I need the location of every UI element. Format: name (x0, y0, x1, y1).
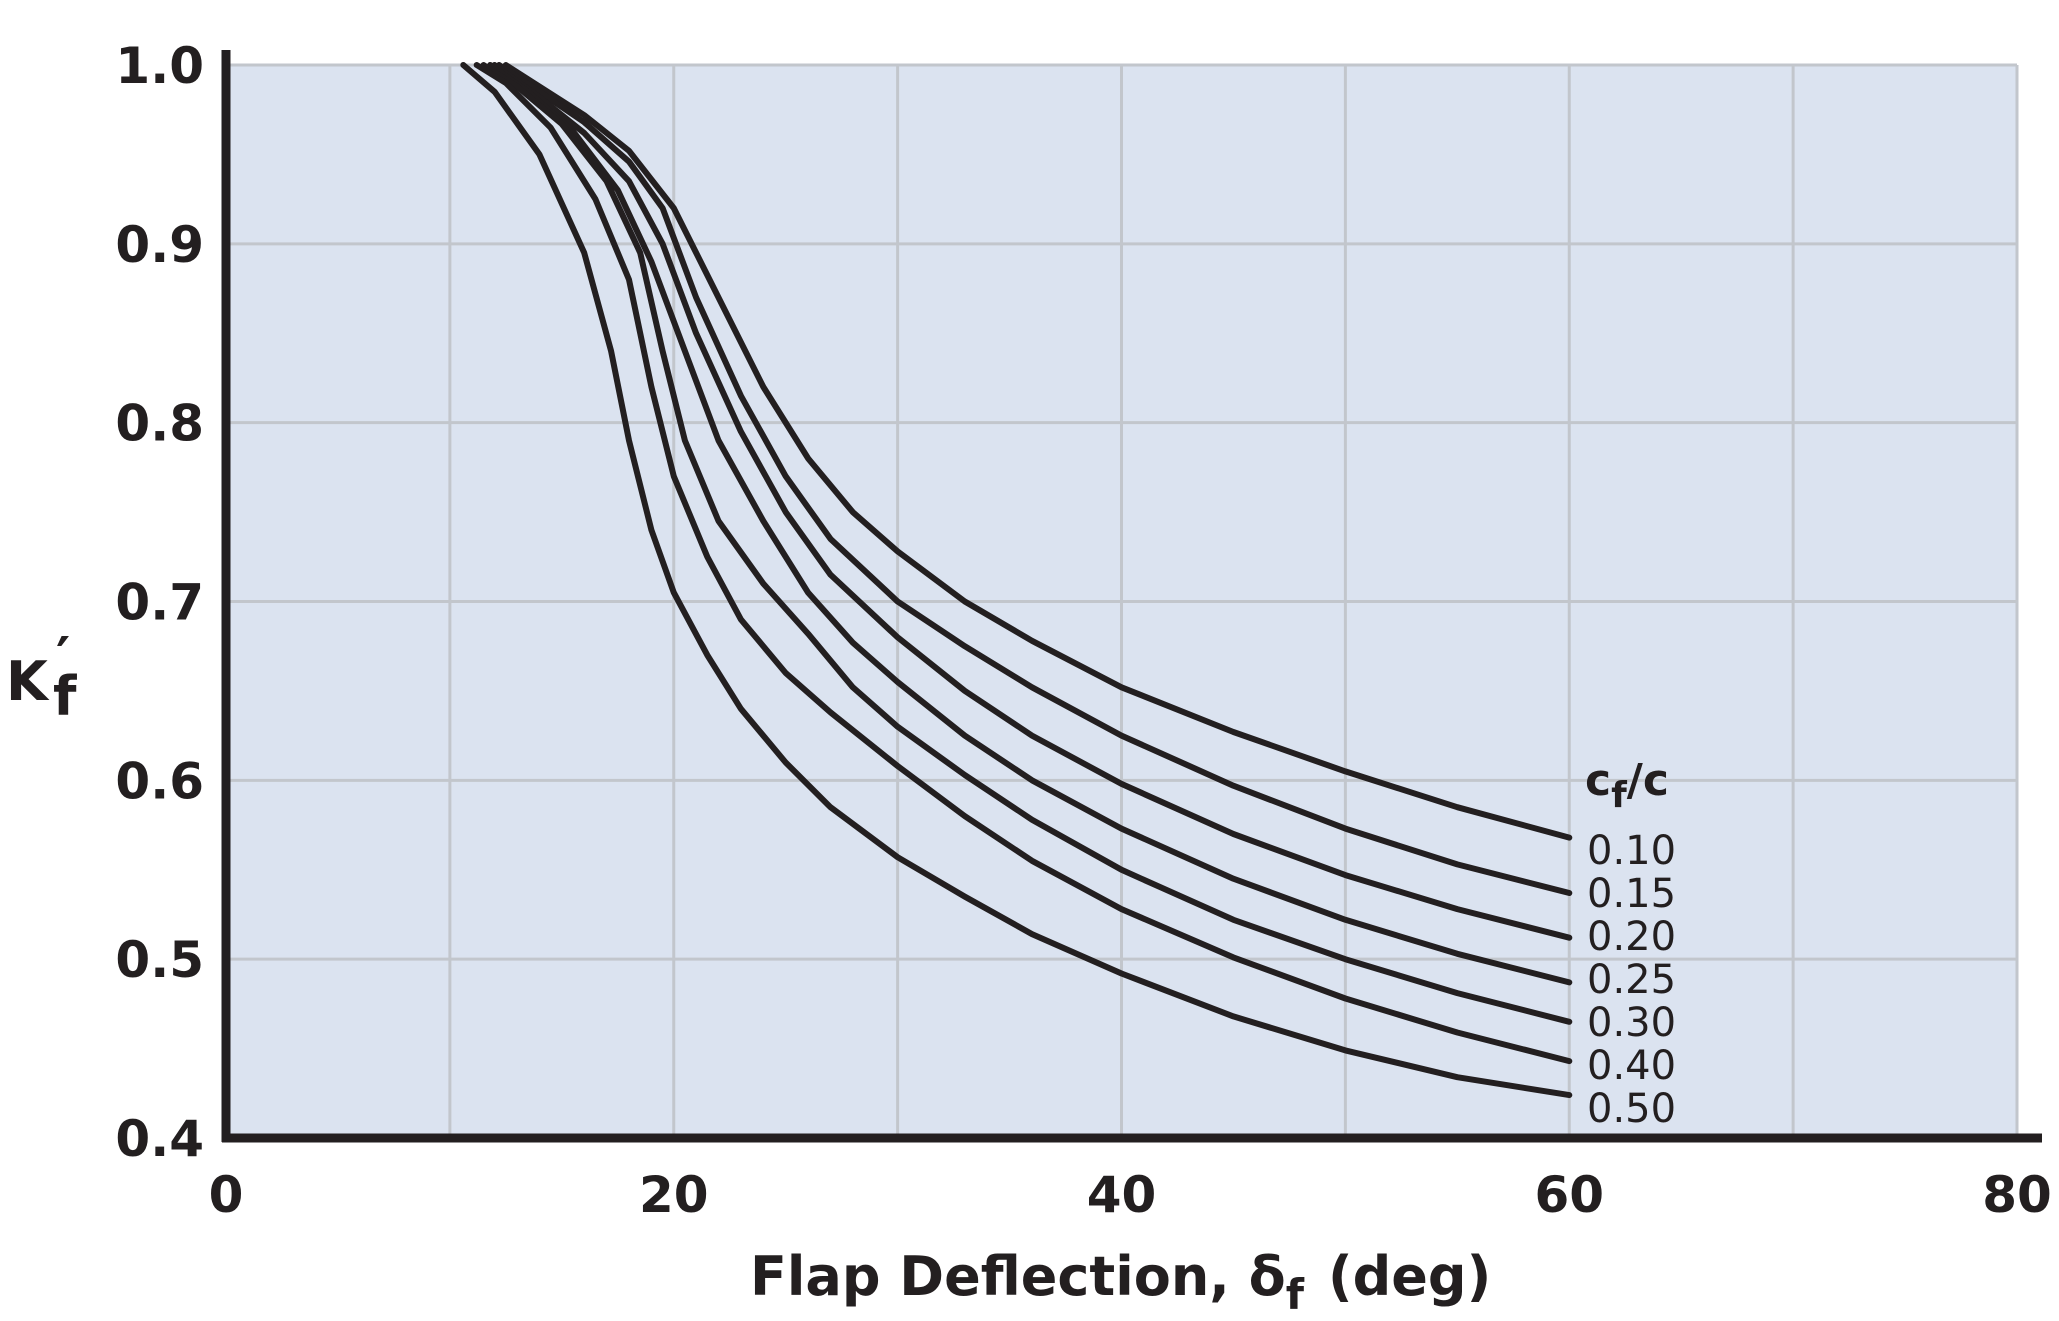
y-tick-labels: 0.4 0.5 0.6 0.7 0.8 0.9 1.0 (115, 37, 204, 1168)
legend-title-rest: /c (1627, 755, 1669, 806)
legend: cf/c 0.100.150.200.250.300.400.50 (1585, 755, 1676, 1132)
x-axis-label-main: Flap Deflection, δ (750, 1245, 1286, 1308)
x-axis-label: Flap Deflection, δf (deg) (750, 1245, 1491, 1319)
y-tick-label: 0.6 (115, 752, 204, 810)
y-axis-label: K ′ f (6, 626, 77, 728)
series-lines (460, 62, 1573, 1099)
legend-item-0.15: 0.15 (1587, 871, 1676, 917)
x-tick-label: 0 (209, 1166, 244, 1224)
series-line-0.20 (491, 62, 1573, 941)
legend-title: cf/c (1585, 755, 1669, 816)
y-tick-label: 0.8 (115, 395, 204, 453)
legend-item-0.20: 0.20 (1587, 914, 1676, 960)
y-tick-label: 1.0 (115, 37, 204, 95)
y-tick-label: 0.5 (115, 931, 204, 989)
legend-item-0.25: 0.25 (1587, 957, 1676, 1003)
y-tick-label: 0.9 (115, 216, 204, 274)
series-line-0.30 (480, 62, 1573, 1025)
legend-item-0.50: 0.50 (1587, 1086, 1676, 1132)
legend-item-0.10: 0.10 (1587, 828, 1676, 874)
y-axis-label-main: K (6, 650, 50, 713)
y-axis-label-prime: ′ (56, 626, 70, 689)
x-axis-label-unit: (deg) (1328, 1245, 1491, 1308)
y-axis-label-sub: f (53, 665, 77, 728)
x-tick-labels: 0 20 40 60 80 (209, 1166, 2052, 1224)
series-line-0.40 (473, 62, 1573, 1065)
y-tick-label: 0.7 (115, 574, 204, 632)
series-line-0.50 (460, 62, 1573, 1099)
series-line-0.15 (496, 62, 1573, 896)
x-tick-label: 20 (639, 1166, 709, 1224)
legend-item-0.40: 0.40 (1587, 1043, 1676, 1089)
y-tick-label: 0.4 (115, 1110, 204, 1168)
legend-item-0.30: 0.30 (1587, 1000, 1676, 1046)
x-tick-label: 60 (1534, 1166, 1604, 1224)
x-tick-label: 80 (1982, 1166, 2052, 1224)
series-line-0.25 (487, 62, 1573, 986)
x-tick-label: 40 (1087, 1166, 1157, 1224)
series-line-0.10 (502, 62, 1573, 841)
legend-title-sub: f (1611, 775, 1627, 816)
legend-title-main: c (1585, 755, 1611, 806)
axes (221, 50, 2042, 1143)
x-axis-label-sub: f (1286, 1270, 1305, 1319)
